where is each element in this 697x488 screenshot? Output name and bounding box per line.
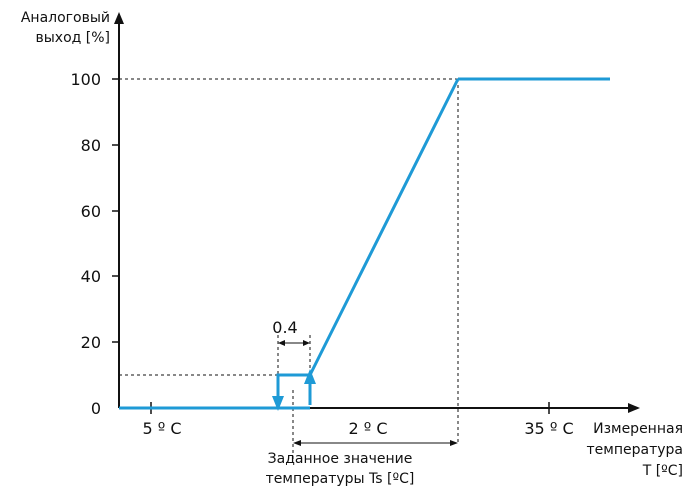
curve-ramp-segment (308, 78, 460, 376)
x-label-5c: 5 º C (142, 419, 181, 438)
hysteresis-label: 0.4 (272, 318, 297, 337)
x-label-35c: 35 º C (524, 419, 573, 438)
x-label-2c: 2 º C (348, 419, 387, 438)
x-axis-title-line3: T [ºC] (642, 463, 683, 479)
x-axis-arrow-icon (628, 403, 640, 413)
y-tick-label-20: 20 (81, 333, 101, 352)
y-tick-label-80: 80 (81, 136, 101, 155)
y-tick-label-100: 100 (70, 70, 101, 89)
hysteresis-dimension (278, 340, 310, 346)
y-axis-title-line1: Аналоговый (21, 10, 110, 26)
y-tick-label-40: 40 (81, 267, 101, 286)
y-axis-arrow-icon (114, 12, 124, 24)
y-axis-title-line2: выход [%] (35, 30, 110, 46)
y-tick-label-0: 0 (91, 399, 101, 418)
x-axis-title-line1: Измеренная (593, 421, 683, 437)
hysteresis-up-arrow-icon (304, 369, 316, 384)
setpoint-label-line2: температуры Ts [ºC] (266, 471, 415, 487)
band-dimension (293, 440, 458, 446)
dashed-guides (119, 78, 459, 460)
curve-hysteresis-box (276, 373, 312, 405)
hysteresis-down-arrow-icon (272, 396, 284, 411)
y-axis-ticks (112, 78, 119, 343)
setpoint-label-line1: Заданное значение (268, 451, 413, 467)
output-curve (119, 77, 610, 410)
x-axis-title-line2: температура (587, 442, 683, 458)
y-tick-label-60: 60 (81, 202, 101, 221)
